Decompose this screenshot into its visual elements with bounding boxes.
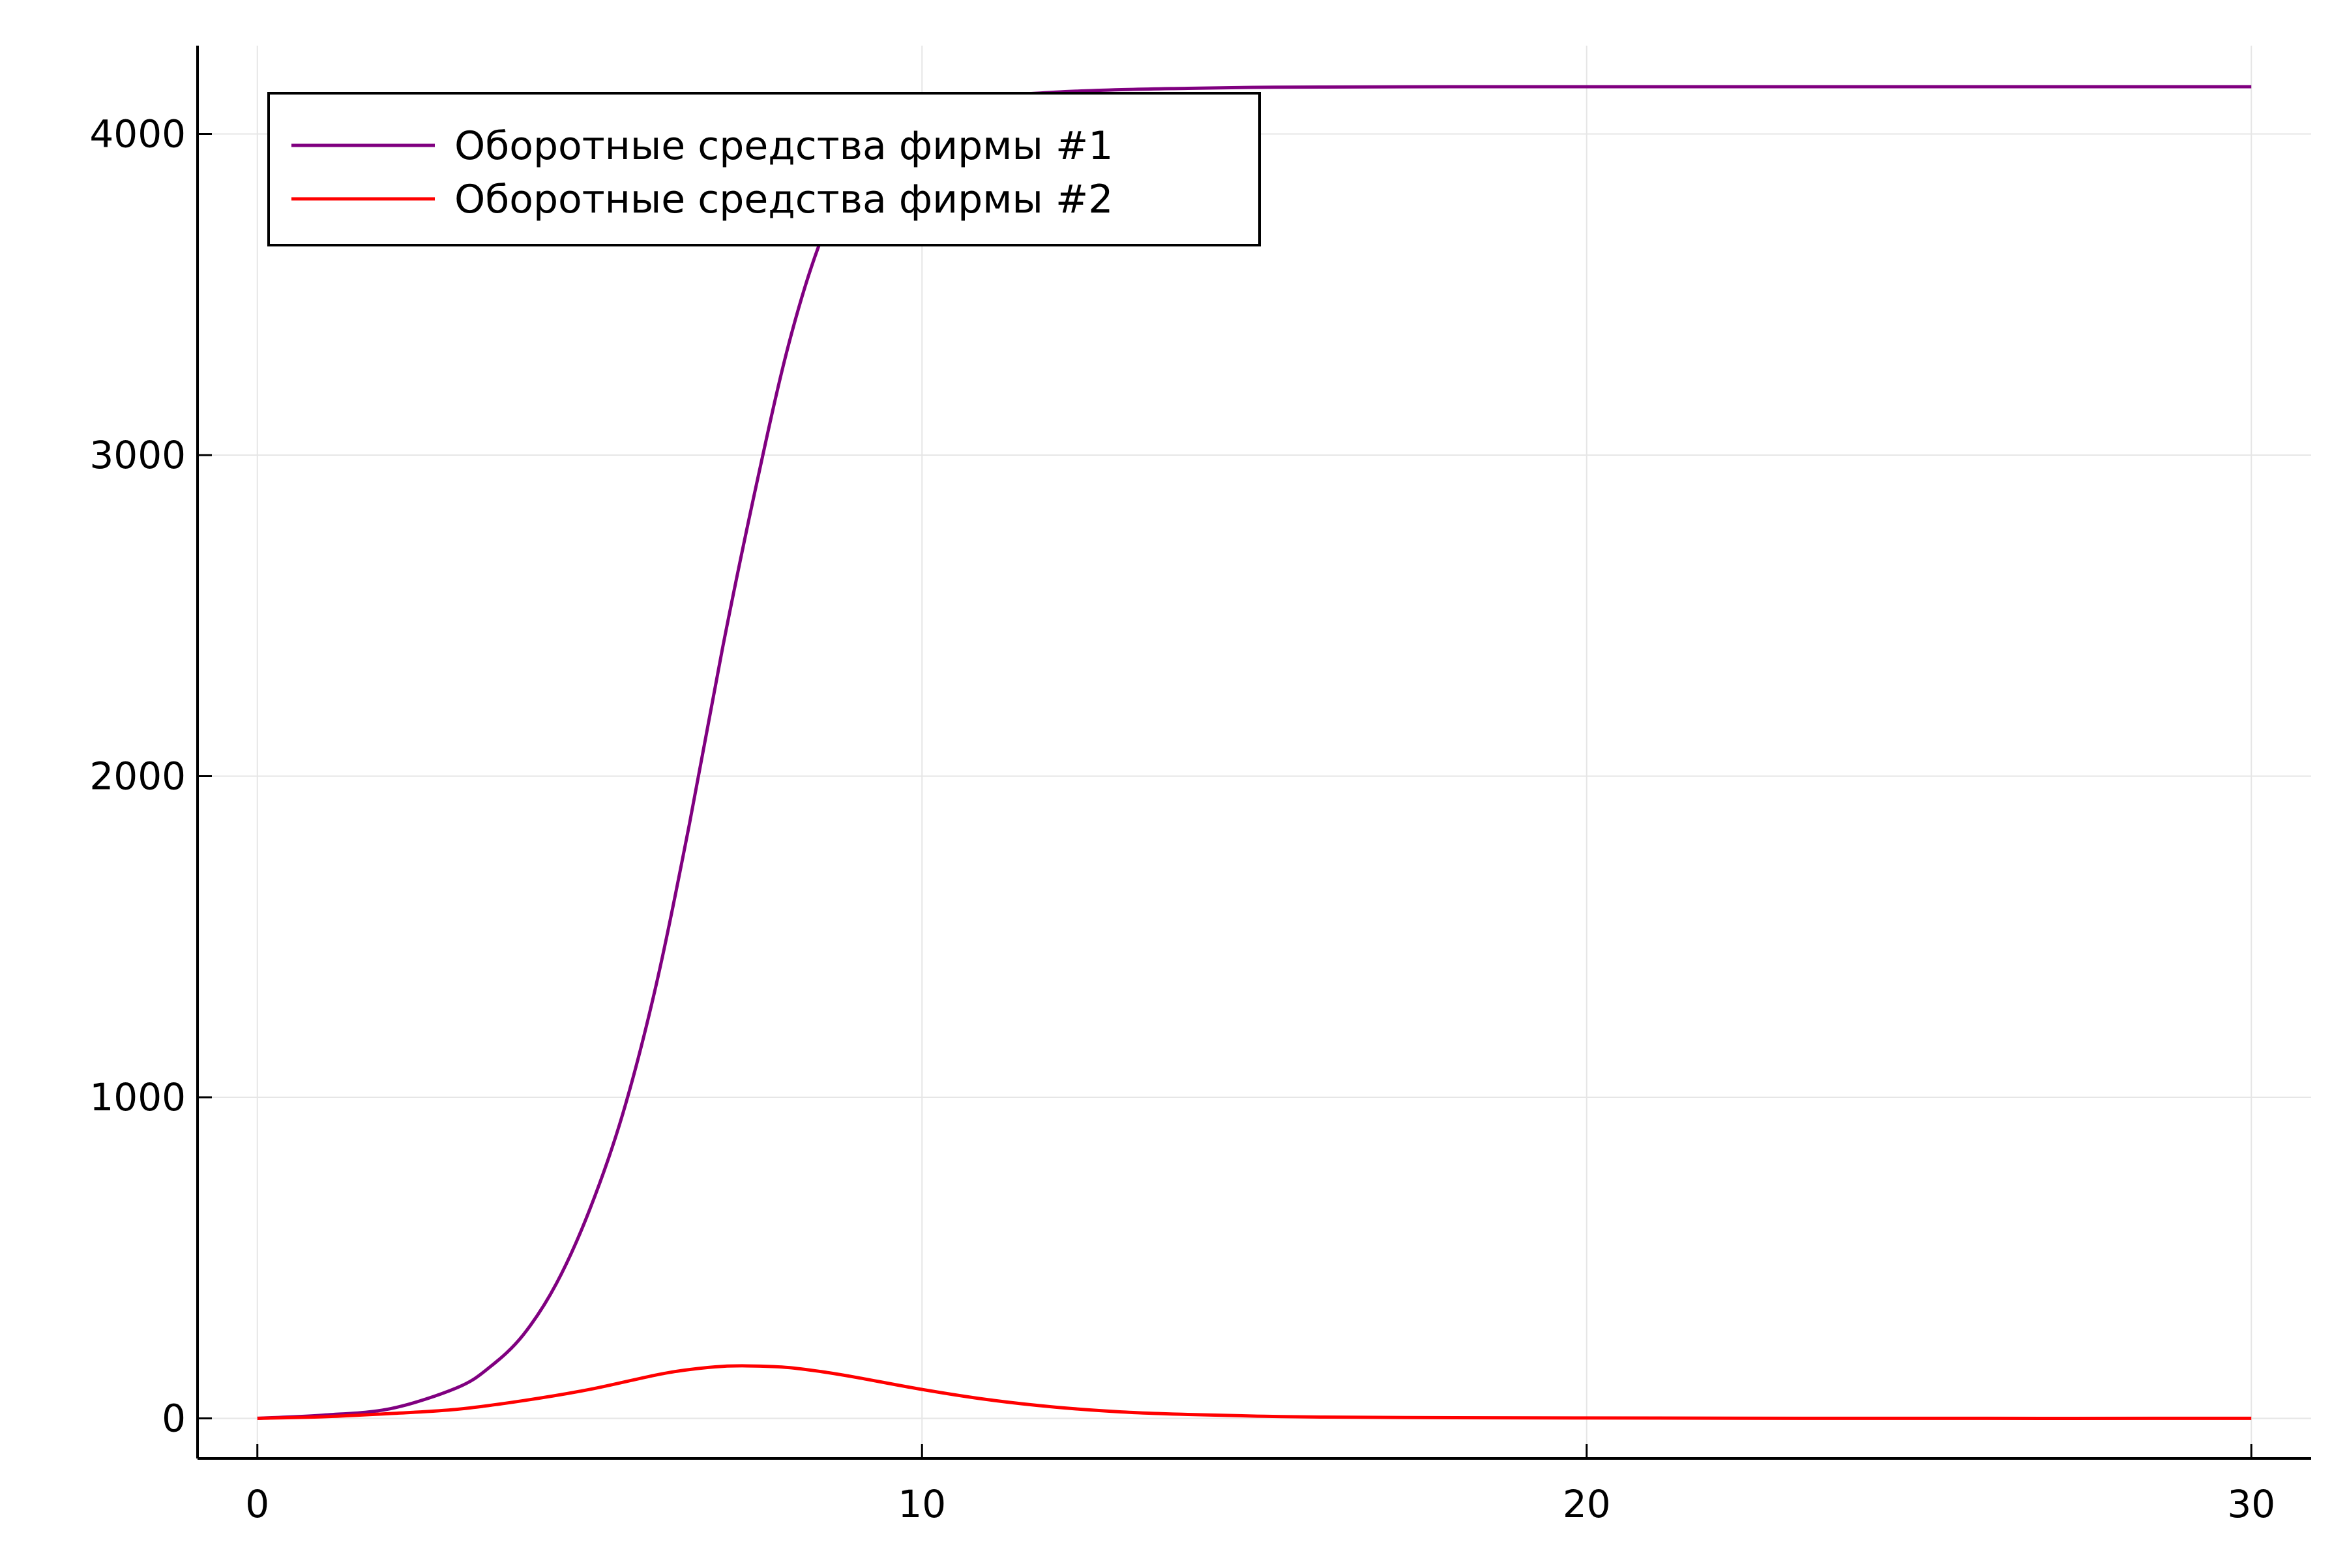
x-tick-label: 10 [898,1482,946,1526]
legend-label-1: Оборотные средства фирмы #1 [454,123,1113,169]
x-tick-label: 0 [245,1482,269,1526]
x-tick-label: 20 [1563,1482,1611,1526]
y-tick-label: 4000 [89,111,186,156]
legend-label-2: Оборотные средства фирмы #2 [454,177,1113,222]
tick-labels: 0 10 20 30 0 1000 2000 3000 4000 [89,111,2275,1526]
y-tick-label: 2000 [89,754,186,798]
legend-box [267,92,1261,246]
y-tick-label: 0 [162,1396,186,1440]
legend: Оборотные средства фирмы #1 Оборотные сре… [267,92,1261,246]
y-tick-label: 1000 [89,1075,186,1119]
y-tick-label: 3000 [89,433,186,477]
x-tick-label: 30 [2227,1482,2275,1526]
series-line-2 [257,1364,2252,1420]
axes [196,46,2311,1460]
